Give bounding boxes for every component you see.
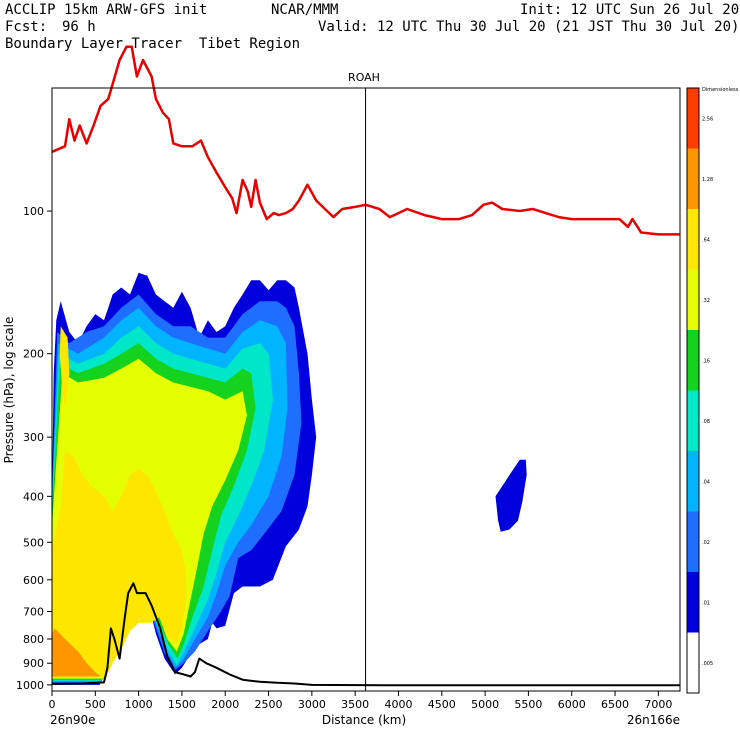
x-axis-ticks: 0 500 1000 1500 2000 2500 3000 3500 4000 4500 5000… (49, 691, 672, 711)
colorbar-level-label: .01 (702, 600, 710, 606)
y-tick-label: 500 (23, 536, 44, 549)
y-tick-label: 1000 (16, 679, 44, 692)
forecast-label: Fcst: (5, 19, 48, 35)
x-tick-label: 3000 (298, 698, 326, 711)
x-tick-label: 2000 (211, 698, 239, 711)
colorbar-level-label: .16 (702, 358, 710, 364)
colorbar-swatch (687, 330, 699, 391)
x-tick-label: 1000 (125, 698, 153, 711)
y-tick-label: 200 (23, 348, 44, 361)
x-tick-label: 6500 (601, 698, 629, 711)
x-tick-label: 4500 (428, 698, 456, 711)
colorbar-level-label: .64 (702, 237, 710, 243)
x-start-label: 26n90e (50, 713, 96, 727)
colorbar-swatch (687, 632, 699, 693)
colorbar-swatch (687, 572, 699, 633)
colorbar-swatch (687, 148, 699, 209)
tracer-region-8 (59, 326, 70, 408)
colorbar-swatch (687, 511, 699, 572)
colorbar-swatch (687, 88, 699, 149)
colorbar-level-label: 1.28 (702, 177, 713, 183)
overlay-lines (51, 45, 680, 687)
valid-time: Valid: 12 UTC Thu 30 Jul 20 (21 JST Thu … (318, 19, 740, 35)
y-axis-ticks: 100 200 300 400 500 600 700 800 900 1000 (16, 205, 52, 692)
tracer-region-9 (52, 628, 101, 677)
colorbar-swatch (687, 451, 699, 512)
colorbar-level-label: .32 (702, 298, 710, 304)
colorbar-swatch (687, 390, 699, 451)
x-axis-label: Distance (km) (322, 713, 406, 727)
init-time: Init: 12 UTC Sun 26 Jul 20 (520, 2, 740, 18)
y-tick-label: 400 (23, 490, 44, 503)
x-tick-label: 4000 (384, 698, 412, 711)
y-tick-label: 900 (23, 657, 44, 670)
y-tick-label: 700 (23, 606, 44, 619)
x-tick-label: 1500 (168, 698, 196, 711)
x-tick-label: 500 (85, 698, 106, 711)
colorbar-swatch (687, 209, 699, 270)
y-tick-label: 600 (23, 574, 44, 587)
chart-subtitle: Boundary Layer Tracer Tibet Region (5, 36, 301, 52)
x-tick-label: 3500 (341, 698, 369, 711)
y-tick-label: 100 (23, 205, 44, 218)
colorbar: .005 .01 .02 .04 .08 .16 .32 .64 1.28 2.56 Dimensi… (686, 87, 739, 694)
x-tick-label: 5500 (514, 698, 542, 711)
colorbar-level-label: .005 (702, 661, 713, 667)
x-tick-label: 6000 (558, 698, 586, 711)
y-axis-label: Pressure (hPa), log scale (2, 317, 16, 464)
colorbar-level-label: 2.56 (702, 116, 713, 122)
colorbar-level-label: .04 (702, 479, 710, 485)
x-tick-label: 0 (49, 698, 56, 711)
x-end-label: 26n166e (627, 713, 680, 727)
x-tick-label: 2500 (255, 698, 283, 711)
model-title: ACCLIP 15km ARW-GFS init (5, 2, 208, 18)
colorbar-level-label: .02 (702, 540, 710, 546)
colorbar-level-label: .08 (702, 419, 710, 425)
tropopause-line (51, 45, 680, 236)
terrain-line (51, 582, 680, 687)
chart-title: ROAH (348, 71, 380, 84)
x-tick-label: 5000 (471, 698, 499, 711)
org-label: NCAR/MMM (271, 2, 339, 18)
tracer-regions (52, 272, 527, 685)
tracer-region-7 (52, 450, 187, 678)
x-tick-label: 7000 (644, 698, 672, 711)
colorbar-units-label: Dimensionless (702, 87, 739, 93)
colorbar-frame (686, 87, 700, 694)
y-tick-label: 800 (23, 633, 44, 646)
y-tick-label: 300 (23, 431, 44, 444)
colorbar-swatch (687, 269, 699, 330)
forecast-hours: 96 h (62, 19, 96, 35)
tracer-region-1 (495, 459, 527, 532)
